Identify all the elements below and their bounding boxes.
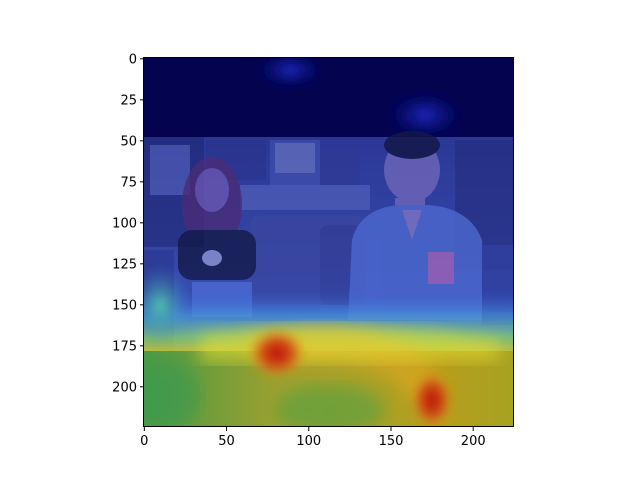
y-tick-label: 100	[112, 216, 137, 231]
heatmap-plot-area	[144, 58, 514, 427]
woman-figure	[178, 157, 256, 317]
x-tick-label: 0	[140, 434, 148, 449]
y-tick-label: 150	[112, 298, 137, 313]
green-hotspot-left	[144, 360, 200, 427]
y-axis: 0 25 50 75 100 125 150 175 200	[112, 52, 144, 395]
red-hotspot-bottom-right	[410, 370, 454, 427]
x-tick-label: 200	[461, 434, 486, 449]
x-tick-label: 50	[218, 434, 235, 449]
x-tick-label: 100	[296, 434, 321, 449]
top-glow	[250, 58, 330, 92]
y-tick-label: 25	[120, 93, 137, 108]
y-tick-label: 200	[112, 380, 137, 395]
y-tick-label: 75	[120, 175, 137, 190]
cyan-hotspot-left	[144, 265, 190, 345]
y-tick-label: 50	[120, 134, 137, 149]
x-axis: 0 50 100 150 200	[140, 427, 486, 449]
y-tick-label: 0	[129, 52, 137, 67]
y-tick-label: 125	[112, 257, 137, 272]
x-tick-label: 150	[379, 434, 404, 449]
red-hotspot-center	[247, 327, 307, 379]
green-hotspot-center	[275, 385, 385, 427]
plot-frame	[143, 57, 514, 427]
y-tick-label: 175	[112, 339, 137, 354]
top-right-glow	[380, 87, 470, 143]
